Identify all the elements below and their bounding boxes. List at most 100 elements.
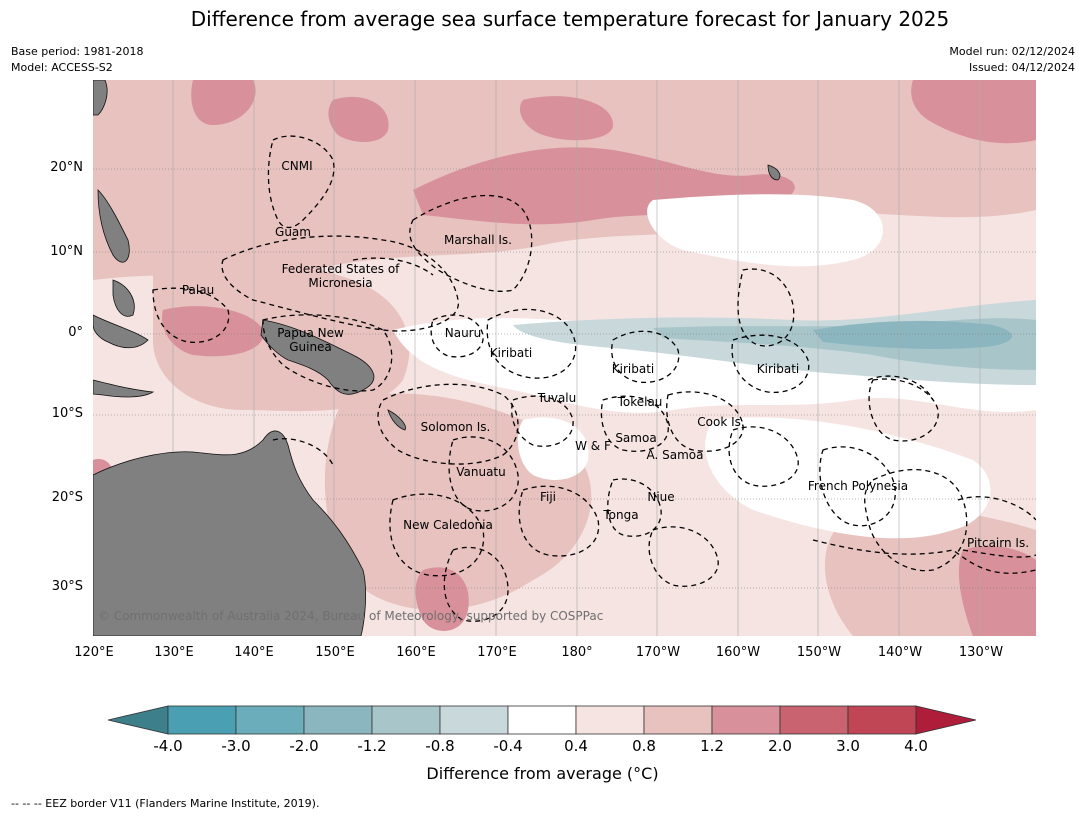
australia [93,430,366,636]
colorbar-segment [507,705,577,735]
label-cook: Cook Is. [697,415,745,429]
copyright-notice: © Commonwealth of Australia 2024, Bureau… [98,609,604,623]
lat-label-20n: 20°N [50,160,83,175]
anomaly-zone-ne-warm [911,80,1036,144]
eez-borders [152,135,1036,622]
label-kiribati-west: Kiribati [489,346,533,360]
lon-label-150e: 150°E [315,645,355,660]
lon-label-160w: 160°W [715,645,761,660]
lon-label-170e: 170°E [477,645,517,660]
solomon-islands-land [387,409,406,431]
colorbar-segment [439,705,509,735]
hawaii [767,164,781,181]
label-new-caledonia: New Caledonia [403,518,493,532]
label-marshall: Marshall Is. [444,233,512,247]
base-period: Base period: 1981-2018 [11,45,144,58]
colorbar-segment [235,705,305,735]
lat-label-10n: 10°N [50,244,83,259]
anomaly-zone-bismarck-warm [162,306,264,357]
colorbar-tick-label: -0.8 [425,737,455,755]
lon-label-170w: 170°W [635,645,681,660]
lon-label-150w: 150°W [796,645,842,660]
anomaly-zone-nw-warm [191,80,256,125]
neutral-zone-central [647,194,883,267]
sst-anomaly-map: CNMI Guam Marshall Is. Federated States … [93,80,1036,636]
label-tonga: Tonga [603,508,639,522]
label-vanuatu: Vanuatu [456,465,506,479]
taiwan-edge [93,80,108,116]
lon-label-130w: 130°W [958,645,1004,660]
eez-legend-note: -- -- -- EEZ border V11 (Flanders Marine… [11,797,320,810]
anomaly-zone-warm-2 [519,96,613,141]
anomaly-zone-warm-1 [328,96,389,142]
lat-label-10s: 10°S [51,406,83,421]
lon-label-180: 180° [561,645,593,660]
philippines-luzon [97,189,130,263]
colorbar-tick-label: -4.0 [153,737,183,755]
sulawesi-edge [93,314,149,349]
colorbar-segment [575,705,645,735]
map-svg [93,80,1036,636]
colorbar-segment [779,705,849,735]
label-niue: Niue [647,490,675,504]
label-wallis-futuna: W & F [575,439,611,453]
label-solomon: Solomon Is. [420,420,491,434]
label-guam: Guam [275,225,311,239]
lat-label-0: 0° [68,325,83,340]
anomaly-zone-tasman-warm [415,567,469,631]
colorbar-segment [711,705,781,735]
neutral-zone-south-central [705,417,991,539]
colorbar-title: Difference from average (°C) [426,764,659,783]
colorbar-tick-label: 2.0 [768,737,792,755]
new-guinea [260,319,375,395]
lesser-sunda [93,379,155,398]
meta-right: Model run: 02/12/2024 Issued: 04/12/2024 [949,44,1075,76]
colorbar-tick-label: -1.2 [357,737,387,755]
colorbar-segment [167,705,237,735]
colorbar-tick-label: 4.0 [904,737,928,755]
label-tokelau: Tokelau [617,395,663,409]
colorbar [107,705,977,735]
lat-label-30s: 30°S [51,579,83,594]
meta-left: Base period: 1981-2018 Model: ACCESS-S2 [11,44,143,76]
lon-label-140w: 140°W [877,645,923,660]
label-cnmi: CNMI [281,159,313,173]
colorbar-tick-label: 1.2 [700,737,724,755]
colorbar-tick-label: 0.4 [564,737,588,755]
cool-tongue-core [813,320,1012,349]
lon-label-160e: 160°E [396,645,436,660]
land-masses [93,80,781,636]
philippines-mindanao [112,279,135,317]
label-kiribati-central: Kiribati [611,362,655,376]
colorbar-segment [847,705,917,735]
label-palau: Palau [181,283,215,297]
lon-label-120e: 120°E [74,645,114,660]
label-american-samoa: A. Samoa [646,448,704,462]
label-nauru: Nauru [444,326,482,340]
label-fiji: Fiji [539,490,557,504]
colorbar-tick-label: -3.0 [221,737,251,755]
colorbar-tick-label: 0.8 [632,737,656,755]
model-run: Model run: 02/12/2024 [949,45,1075,58]
label-samoa: Samoa [615,431,657,445]
chart-title: Difference from average sea surface temp… [190,7,950,31]
lon-label-140e: 140°E [234,645,274,660]
colorbar-tick-label: -2.0 [289,737,319,755]
colorbar-tick-label: 3.0 [836,737,860,755]
issued-date: Issued: 04/12/2024 [968,61,1075,74]
anomaly-zone-se-warm [958,545,1036,636]
label-french-polynesia: French Polynesia [807,479,909,493]
lat-label-20s: 20°S [51,490,83,505]
label-kiribati-east: Kiribati [756,362,800,376]
label-fsm: Federated States of Micronesia [281,262,400,290]
colorbar-arrow-high [915,705,977,735]
colorbar-segment [643,705,713,735]
colorbar-segment [371,705,441,735]
label-png: Papua New Guinea [277,326,344,354]
colorbar-arrow-low [107,705,169,735]
model-name: Model: ACCESS-S2 [11,61,113,74]
label-tuvalu: Tuvalu [537,391,577,405]
label-pitcairn: Pitcairn Is. [966,536,1030,550]
lon-label-130e: 130°E [154,645,194,660]
colorbar-segment [303,705,373,735]
